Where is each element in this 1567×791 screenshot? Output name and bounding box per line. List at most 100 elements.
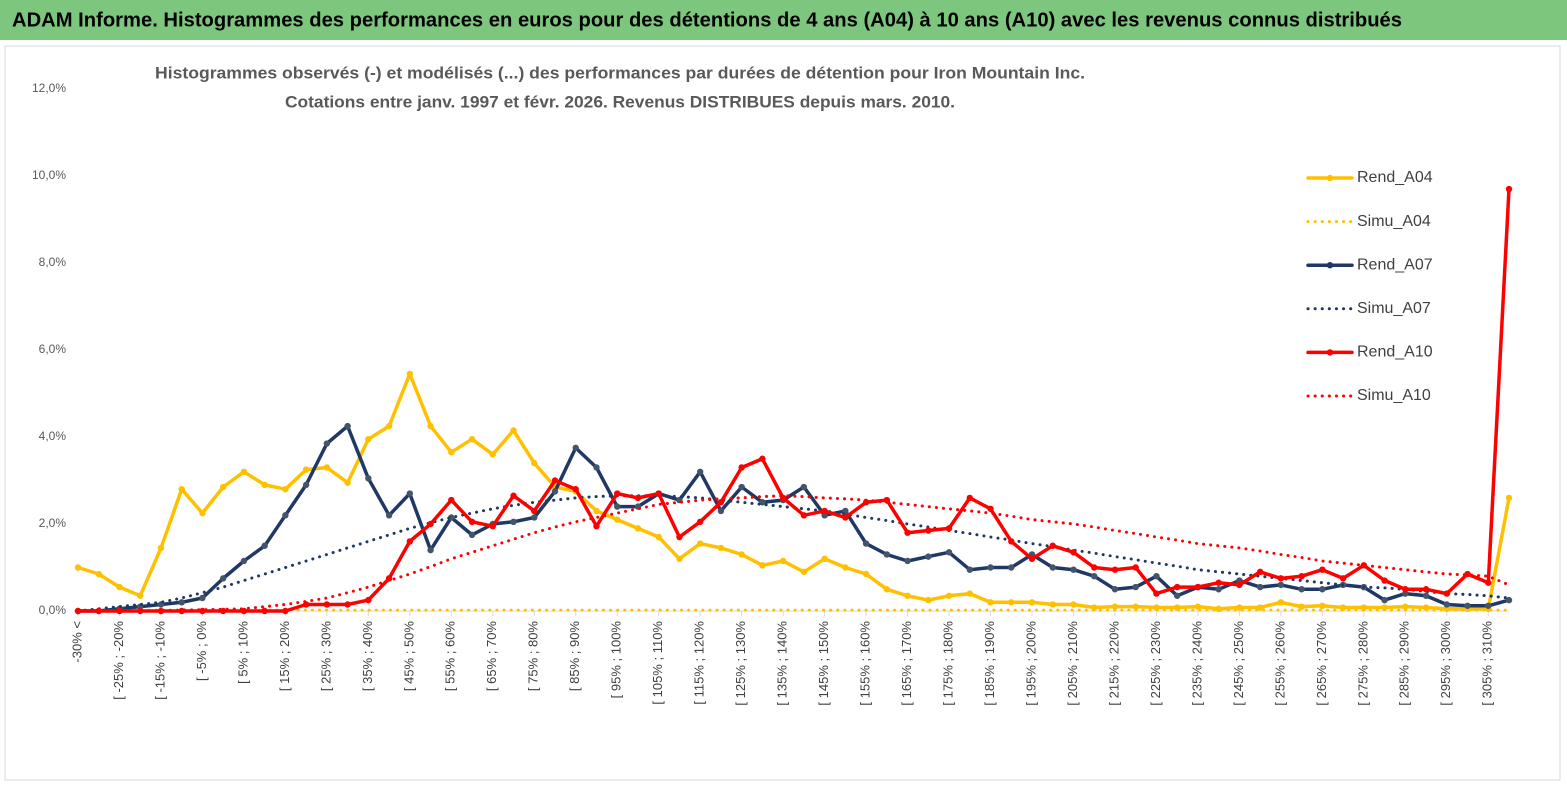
observed-line	[76, 372, 1511, 611]
marker	[1132, 583, 1139, 591]
marker	[1298, 586, 1305, 593]
marker	[344, 422, 351, 430]
marker	[1091, 573, 1098, 580]
marker	[219, 575, 227, 582]
x-tick-label: [ 145% ; 150%	[816, 621, 831, 706]
marker	[1049, 542, 1056, 549]
marker	[1319, 566, 1326, 573]
marker	[1422, 592, 1430, 599]
x-tick-label: [ 5% ; 10%	[235, 621, 250, 684]
marker	[344, 479, 351, 486]
marker	[1277, 599, 1285, 606]
legend-label: Simu_A07	[1357, 300, 1431, 317]
x-tick-label: [ 305% ; 310%	[1480, 621, 1495, 706]
marker	[1402, 603, 1409, 610]
y-tick-label: 6,0%	[39, 342, 67, 356]
x-tick-label: [ 75% ; 80%	[526, 621, 541, 692]
x-tick-label: -30% <	[69, 621, 84, 663]
marker	[1194, 583, 1202, 591]
marker	[655, 533, 662, 541]
marker	[966, 494, 973, 502]
observed-line	[76, 187, 1511, 613]
y-tick-label: 4,0%	[39, 429, 67, 443]
x-tick-label: [ 85% ; 90%	[567, 621, 582, 692]
x-tick-label: [ 265% ; 270%	[1314, 621, 1329, 706]
marker	[137, 607, 144, 615]
legend-label: Rend_A07	[1357, 256, 1433, 273]
marker	[365, 596, 372, 604]
x-tick-label: [ 155% ; 160%	[858, 621, 873, 706]
marker	[759, 455, 766, 462]
marker	[1505, 185, 1513, 193]
marker	[261, 542, 268, 549]
marker	[676, 533, 683, 541]
marker	[323, 440, 331, 447]
chart-subtitle: Cotations entre janv. 1997 et févr. 2026…	[285, 92, 955, 111]
marker	[1381, 577, 1388, 584]
marker	[759, 499, 766, 506]
marker	[1173, 583, 1181, 591]
marker	[448, 449, 455, 456]
x-tick-label: [ 105% ; 110%	[650, 621, 665, 705]
marker	[1485, 602, 1492, 609]
legend-marker	[1326, 174, 1334, 182]
marker	[1443, 601, 1450, 608]
x-tick-label: [ -5% ; 0%	[194, 621, 209, 681]
marker	[531, 514, 538, 521]
marker	[1132, 564, 1139, 571]
marker	[531, 459, 538, 467]
marker	[282, 486, 289, 493]
marker	[178, 599, 185, 606]
legend-label: Rend_A04	[1357, 169, 1433, 186]
marker	[883, 551, 891, 558]
marker	[199, 594, 206, 602]
marker	[1298, 603, 1305, 610]
marker	[1008, 564, 1015, 571]
marker	[427, 520, 434, 528]
y-tick-label: 8,0%	[39, 255, 67, 269]
chart-area	[4, 45, 1561, 781]
marker	[634, 494, 642, 502]
marker	[842, 514, 849, 521]
marker	[1236, 581, 1243, 589]
marker	[614, 503, 621, 510]
x-tick-label: [ 295% ; 300%	[1438, 621, 1453, 706]
marker	[1153, 590, 1160, 597]
legend-label: Simu_A04	[1357, 213, 1431, 230]
marker	[199, 509, 206, 517]
marker	[904, 529, 911, 536]
marker	[945, 592, 953, 599]
marker	[137, 592, 144, 599]
x-tick-label: [ 25% ; 30%	[318, 621, 333, 692]
marker	[696, 518, 704, 526]
x-tick-label: [ 235% ; 240%	[1189, 621, 1204, 706]
x-tick-label: [ -25% ; -20%	[111, 621, 126, 700]
marker	[365, 475, 372, 482]
marker	[510, 518, 517, 526]
marker	[800, 568, 808, 576]
marker	[1111, 603, 1119, 610]
marker	[738, 464, 745, 471]
marker	[74, 564, 82, 571]
marker	[406, 370, 414, 378]
marker	[406, 490, 414, 497]
marker	[925, 596, 932, 604]
marker	[199, 607, 206, 615]
simulated-line	[76, 494, 1511, 613]
marker	[1070, 566, 1077, 573]
x-tick-label: [ 15% ; 20%	[277, 621, 292, 692]
marker	[738, 483, 745, 491]
marker	[1049, 564, 1056, 571]
marker	[1236, 604, 1243, 611]
legend-marker	[1326, 262, 1334, 269]
marker	[1422, 586, 1430, 593]
marker	[821, 507, 828, 515]
marker	[323, 601, 331, 608]
marker	[593, 464, 600, 471]
x-tick-label: [ 45% ; 50%	[401, 621, 416, 692]
marker	[634, 525, 642, 532]
marker	[1049, 601, 1056, 608]
x-tick-label: [ 135% ; 140%	[775, 621, 790, 706]
x-tick-label: [ 225% ; 230%	[1148, 621, 1163, 706]
chart-title: Histogrammes observés (-) et modélisés (…	[155, 63, 1085, 82]
